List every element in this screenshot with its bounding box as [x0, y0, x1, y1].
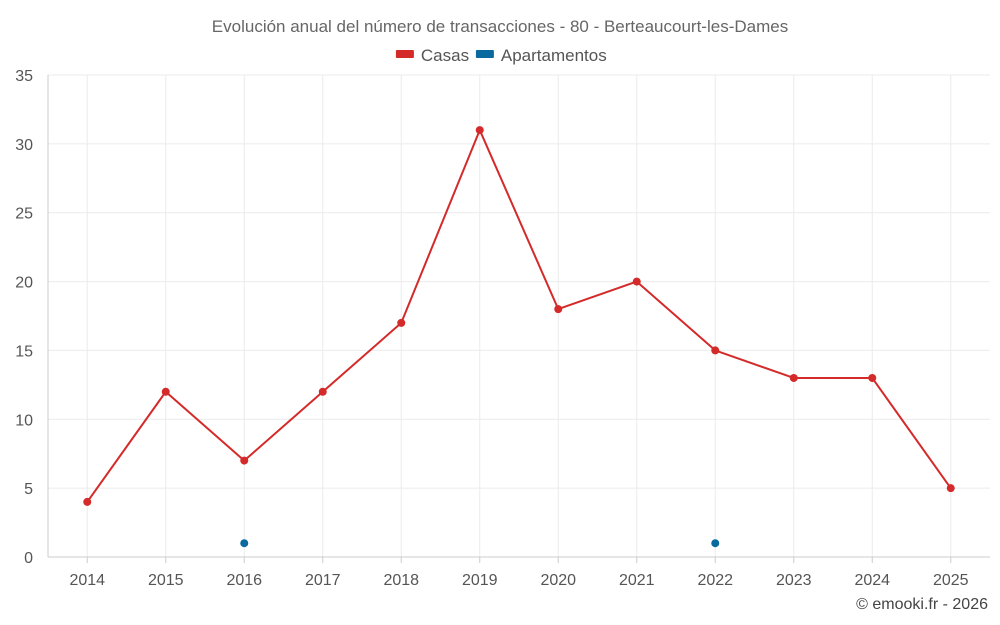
- x-tick-label: 2019: [462, 572, 498, 589]
- x-tick-label: 2014: [69, 572, 105, 589]
- x-tick-label: 2023: [776, 572, 812, 589]
- y-tick-label: 35: [15, 68, 33, 85]
- y-tick-label: 20: [15, 275, 33, 292]
- y-tick-label: 15: [15, 343, 33, 360]
- data-point-casas-2014: [83, 497, 92, 506]
- y-tick-label: 0: [24, 550, 33, 567]
- x-tick-label: 2018: [383, 572, 419, 589]
- x-tick-label: 2017: [305, 572, 341, 589]
- grid: [48, 74, 990, 557]
- data-point-casas-2018: [397, 318, 406, 327]
- data-point-casas-2025: [946, 484, 955, 493]
- data-point-casas-2022: [711, 346, 720, 355]
- x-tick-label: 2025: [933, 572, 969, 589]
- data-point-casas-2019: [475, 126, 484, 135]
- credit-label: © emooki.fr - 2026: [856, 596, 988, 613]
- legend-label: Apartamentos: [501, 46, 607, 65]
- x-tick-label: 2024: [854, 572, 890, 589]
- x-tick-label: 2020: [540, 572, 576, 589]
- data-point-casas-2023: [789, 373, 798, 382]
- series-line-casas: [86, 129, 952, 503]
- legend-item-casas: Casas: [395, 46, 469, 65]
- data-point-apartamentos-2016: [240, 539, 249, 548]
- y-tick-label: 10: [15, 412, 33, 429]
- data-point-casas-2017: [318, 387, 327, 396]
- y-tick-label: 25: [15, 206, 33, 223]
- y-tick-label: 5: [24, 481, 33, 498]
- data-point-casas-2015: [161, 387, 170, 396]
- data-point-casas-2024: [868, 373, 877, 382]
- legend-item-apartamentos: Apartamentos: [475, 46, 607, 65]
- chart-title: Evolución anual del número de transaccio…: [212, 17, 788, 36]
- series: [83, 126, 955, 548]
- x-tick-label: 2022: [697, 572, 733, 589]
- data-point-apartamentos-2022: [711, 539, 720, 548]
- series-apartamentos: [240, 539, 720, 548]
- x-tick-label: 2015: [148, 572, 184, 589]
- data-point-casas-2021: [632, 277, 641, 286]
- legend: Casas Apartamentos: [395, 46, 607, 65]
- legend-swatch: [475, 50, 494, 58]
- legend-label: Casas: [421, 46, 469, 65]
- y-tick-label: 30: [15, 137, 33, 154]
- x-tick-label: 2016: [226, 572, 262, 589]
- legend-swatch: [395, 50, 414, 58]
- series-casas: [83, 126, 955, 506]
- data-point-casas-2016: [240, 456, 249, 465]
- data-point-casas-2020: [554, 305, 563, 314]
- x-tick-label: 2021: [619, 572, 655, 589]
